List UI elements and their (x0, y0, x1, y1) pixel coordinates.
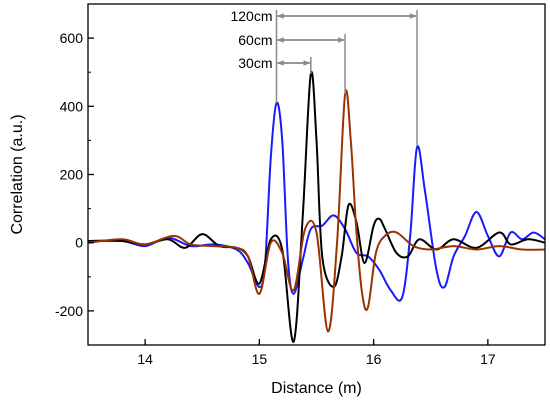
series-line-2 (88, 70, 545, 343)
y-tick-label-4: 600 (60, 30, 84, 46)
annotation-layer: 120cm 60cm 30cm (230, 8, 418, 146)
y-tick-label-0: -200 (55, 303, 83, 319)
annotation-label-3: 30cm (238, 55, 272, 71)
x-tick-label-1: 15 (252, 351, 268, 367)
plot-frame (87, 3, 546, 346)
x-tick-label-2: 16 (366, 351, 382, 367)
y-tick-label-3: 400 (60, 98, 84, 114)
x-tick-label-0: 14 (137, 351, 153, 367)
axis-layer: 14 15 16 17 -200 0 200 400 600 (55, 3, 496, 367)
annotation-label-1: 120cm (230, 8, 272, 24)
x-axis-title: Distance (m) (271, 380, 362, 397)
y-tick-label-1: 0 (75, 235, 83, 251)
y-tick-label-2: 200 (60, 167, 84, 183)
series-line-3 (88, 89, 545, 333)
series-layer (88, 70, 545, 343)
y-axis-title: Correlation (a.u.) (9, 114, 26, 234)
x-tick-label-3: 17 (480, 351, 496, 367)
annotation-label-2: 60cm (238, 32, 272, 48)
